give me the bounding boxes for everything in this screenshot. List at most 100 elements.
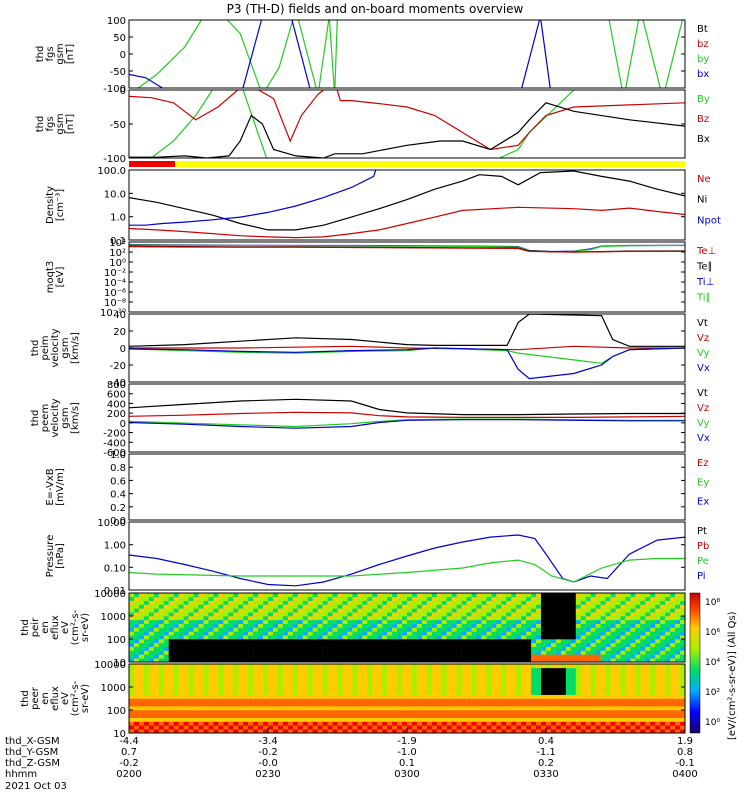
spectrogram-cell bbox=[223, 687, 229, 692]
spectrogram-cell bbox=[223, 593, 229, 598]
spectrogram-cell bbox=[590, 658, 596, 663]
spectrogram-cell bbox=[486, 600, 492, 605]
spectrogram-cell bbox=[153, 646, 160, 651]
y-tick-label: 10.00 bbox=[97, 518, 126, 529]
spectrogram-cell bbox=[640, 698, 646, 703]
spectrogram-cell bbox=[258, 654, 264, 659]
spectrogram-cell bbox=[426, 706, 433, 711]
y-tick-label: -50 bbox=[110, 120, 126, 131]
spectrogram-cell bbox=[550, 639, 557, 644]
spectrogram-cell bbox=[382, 671, 388, 676]
spectrogram-cell bbox=[570, 721, 577, 726]
spectrogram-cell bbox=[570, 729, 577, 734]
spectrogram-cell bbox=[595, 631, 601, 636]
spectrogram-cell bbox=[352, 675, 358, 680]
spectrogram-cell bbox=[511, 683, 517, 688]
legend-entry: Npot bbox=[697, 215, 721, 226]
spectrogram-cell bbox=[466, 698, 472, 703]
spectrogram-cell bbox=[660, 627, 666, 632]
spectrogram-cell bbox=[337, 698, 343, 703]
spectrogram-cell bbox=[178, 675, 184, 680]
spectrogram-cell bbox=[168, 713, 174, 718]
spectrogram-cell bbox=[635, 698, 641, 703]
spectrogram-cell bbox=[213, 631, 219, 636]
spectrogram-cell bbox=[436, 650, 443, 655]
spectrogram-cell bbox=[536, 702, 542, 707]
spectrogram-cell bbox=[402, 687, 408, 692]
spectrogram-cell bbox=[550, 679, 557, 684]
spectrogram-cell bbox=[312, 608, 318, 613]
spectrogram-cell bbox=[372, 683, 378, 688]
spectrogram-cell bbox=[297, 687, 304, 692]
spectrogram-cell bbox=[625, 631, 631, 636]
spectrogram-cell bbox=[491, 687, 497, 692]
spectrogram-cell bbox=[223, 631, 229, 636]
spectrogram-cell bbox=[541, 667, 547, 672]
spectrogram-cell bbox=[595, 593, 601, 598]
spectrogram-cell bbox=[133, 675, 140, 680]
spectrogram-cell bbox=[600, 721, 606, 726]
spectrogram-cell bbox=[451, 710, 457, 715]
spectrogram-cell bbox=[610, 593, 616, 598]
spectrogram-cell bbox=[297, 658, 304, 663]
y-tick-label: 10 bbox=[113, 729, 126, 740]
spectrogram-cell bbox=[248, 631, 254, 636]
panel-frame bbox=[128, 453, 686, 521]
spectrogram-cell bbox=[382, 658, 388, 663]
spectrogram-cell bbox=[402, 706, 408, 711]
spectrogram-cell bbox=[491, 658, 497, 663]
spectrogram-cell bbox=[302, 679, 309, 684]
spectrogram-cell bbox=[615, 639, 621, 644]
spectrogram-cell bbox=[625, 690, 631, 695]
spectrogram-cell bbox=[615, 627, 621, 632]
spectrogram-cell bbox=[268, 639, 274, 644]
spectrogram-cell bbox=[198, 635, 204, 640]
spectrogram-cell bbox=[362, 642, 368, 647]
spectrogram-cell bbox=[625, 717, 631, 722]
spectrogram-cell bbox=[272, 729, 279, 734]
spectrogram-cell bbox=[536, 593, 542, 598]
spectrogram-cell bbox=[243, 631, 249, 636]
spectrogram-cell bbox=[645, 642, 651, 647]
spectrogram-cell bbox=[416, 600, 423, 605]
spectrogram-cell bbox=[357, 600, 363, 605]
series-line-Bx bbox=[129, 102, 685, 158]
spectrogram-cell bbox=[272, 612, 279, 617]
spectrogram-cell bbox=[362, 675, 368, 680]
spectrogram-cell bbox=[451, 667, 457, 672]
spectrogram-cell bbox=[620, 623, 626, 628]
spectrogram-cell bbox=[397, 596, 403, 601]
spectrogram-cell bbox=[416, 694, 423, 699]
spectrogram-cell bbox=[615, 612, 621, 617]
spectrogram-cell bbox=[397, 706, 403, 711]
y-axis-label: eflux bbox=[50, 686, 61, 711]
spectrogram-cell bbox=[357, 706, 363, 711]
spectrogram-cell bbox=[332, 654, 338, 659]
spectrogram-cell bbox=[397, 721, 403, 726]
spectrogram-cell bbox=[362, 616, 368, 621]
spectrogram-cell bbox=[163, 600, 170, 605]
spectrogram-cell bbox=[188, 694, 194, 699]
spectrogram-cell bbox=[193, 639, 199, 644]
spectrogram-cell bbox=[476, 616, 482, 621]
spectrogram-cell bbox=[446, 664, 452, 669]
spectrogram-cell bbox=[471, 646, 477, 651]
spectrogram-cell bbox=[456, 690, 462, 695]
spectrogram-cell bbox=[337, 600, 343, 605]
spectrogram-cell bbox=[536, 612, 542, 617]
spectrogram-cell bbox=[590, 687, 596, 692]
spectrogram-cell bbox=[367, 725, 373, 730]
spectrogram-cell bbox=[486, 658, 492, 663]
spectrogram-cell bbox=[451, 675, 457, 680]
spectrogram-cell bbox=[362, 627, 368, 632]
spectrogram-cell bbox=[367, 717, 373, 722]
spectrogram-cell bbox=[138, 635, 145, 640]
spectrogram-cell bbox=[546, 616, 552, 621]
spectrogram-cell bbox=[416, 619, 423, 624]
spectrogram-cell bbox=[660, 683, 666, 688]
spectrogram-cell bbox=[541, 654, 547, 659]
series-group bbox=[129, 20, 684, 88]
spectrogram-cell bbox=[536, 667, 542, 672]
spectrogram-cell bbox=[208, 706, 214, 711]
spectrogram-cell bbox=[541, 729, 547, 734]
